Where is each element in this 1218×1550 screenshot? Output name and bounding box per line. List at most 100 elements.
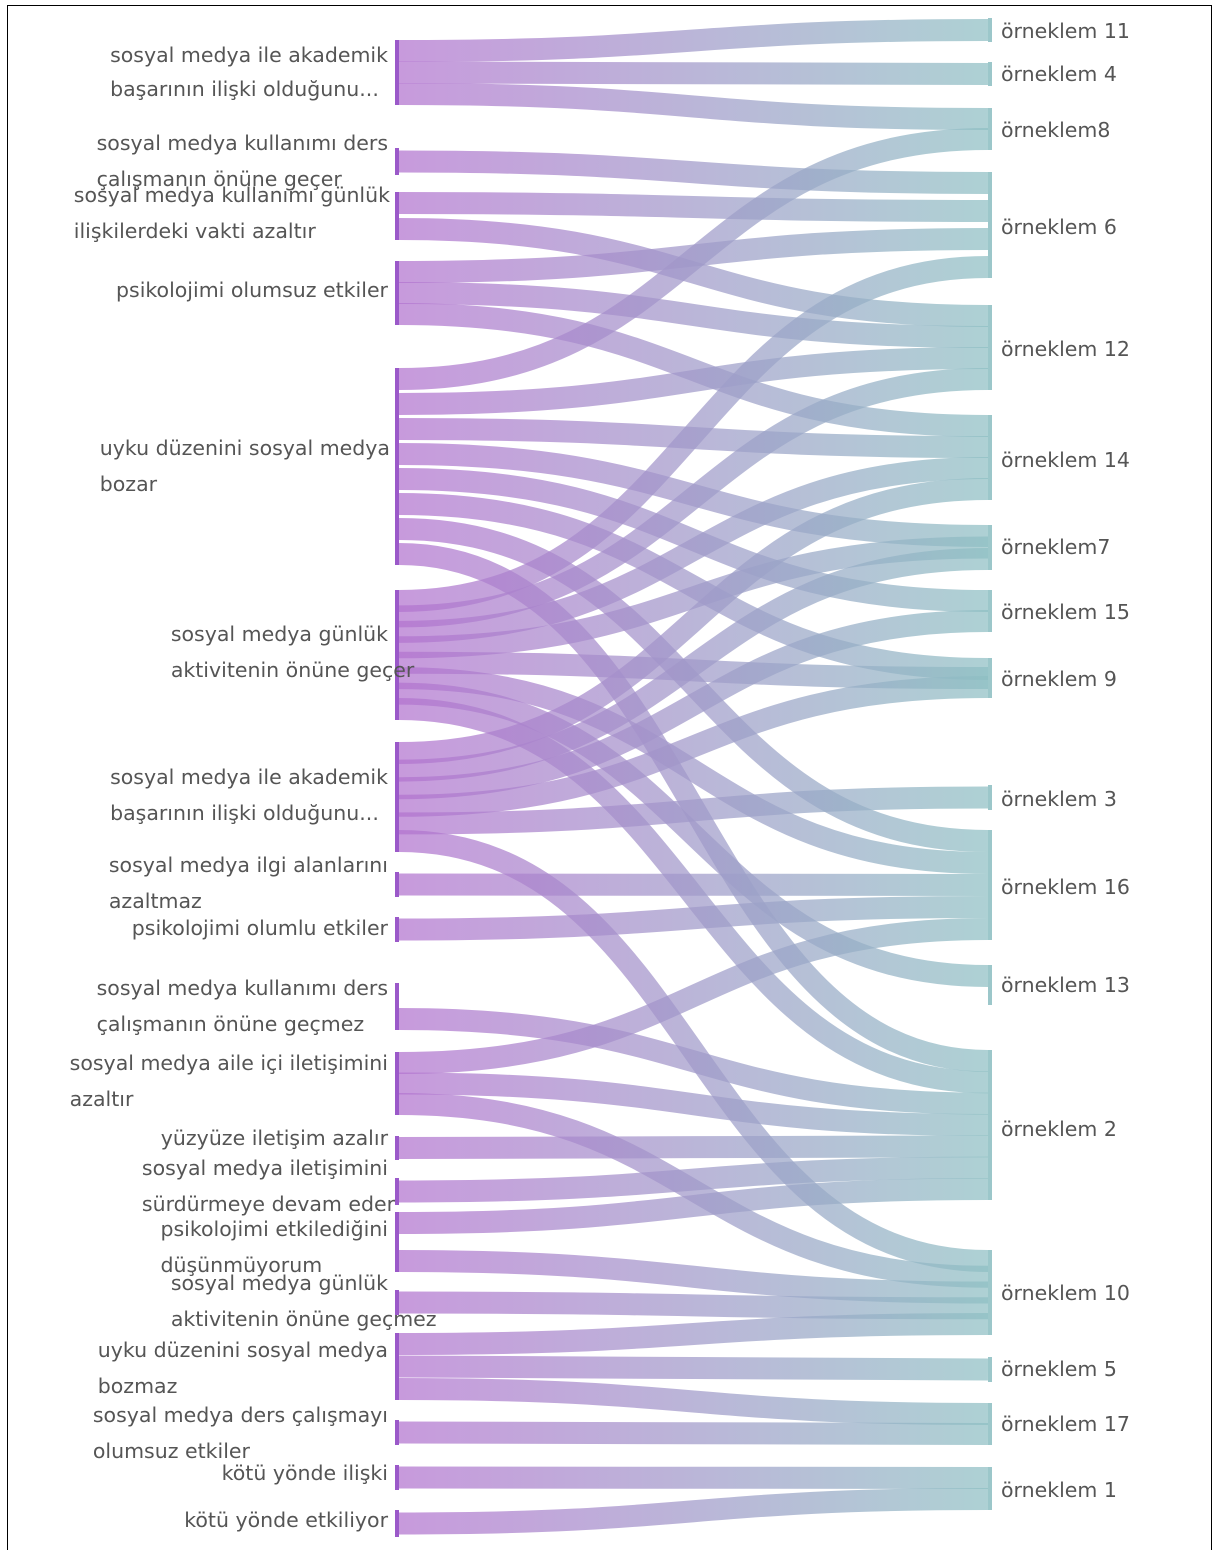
source-node-s18[interactable] <box>395 1465 399 1490</box>
target-label-t5: örneklem 5 <box>1001 1357 1117 1381</box>
target-label-t15: örneklem 15 <box>1001 600 1130 624</box>
target-node-t16[interactable] <box>988 830 992 940</box>
target-node-t6[interactable] <box>988 172 992 278</box>
link-s14-t10[interactable] <box>398 1250 989 1304</box>
source-node-s14[interactable] <box>395 1212 399 1272</box>
source-node-s13[interactable] <box>395 1178 399 1205</box>
link-s17-t17[interactable] <box>398 1421 989 1445</box>
source-node-s8[interactable] <box>395 872 399 897</box>
source-label-s2-line-1: sosyal medya kullanımı ders <box>97 131 388 155</box>
link-s16-t5[interactable] <box>398 1355 989 1381</box>
target-node-t3[interactable] <box>988 785 992 810</box>
link-s12-t2[interactable] <box>398 1135 989 1159</box>
source-label-s16-line-1: uyku düzenini sosyal medya <box>98 1338 388 1362</box>
source-label-s8-line-1: sosyal medya ilgi alanlarını <box>109 853 388 877</box>
source-node-s3[interactable] <box>395 192 399 240</box>
source-label-s17-line-1: sosyal medya ders çalışmayı <box>93 1403 388 1427</box>
link-s5-t8[interactable] <box>398 128 989 390</box>
source-label-s14-line-2: düşünmüyorum <box>160 1253 322 1277</box>
source-node-s9[interactable] <box>395 917 399 942</box>
link-s6-t12[interactable] <box>398 368 989 628</box>
link-s19-t1[interactable] <box>398 1488 989 1535</box>
link-s11-t16[interactable] <box>398 918 989 1074</box>
link-s1-t11[interactable] <box>398 19 989 62</box>
source-label-s8-line-2: azaltmaz <box>109 889 202 913</box>
target-node-t13[interactable] <box>988 965 992 1005</box>
link-s1-t4[interactable] <box>398 61 989 85</box>
link-s3-t6[interactable] <box>398 192 989 222</box>
links-layer <box>398 19 989 1535</box>
link-s6-t7[interactable] <box>398 536 989 659</box>
link-s10-t2[interactable] <box>398 1008 989 1115</box>
source-node-s5[interactable] <box>395 368 399 565</box>
source-node-s17[interactable] <box>395 1420 399 1445</box>
source-node-s7[interactable] <box>395 742 399 852</box>
target-node-t15[interactable] <box>988 590 992 632</box>
target-label-t2: örneklem 2 <box>1001 1117 1117 1141</box>
target-node-t12[interactable] <box>988 305 992 390</box>
source-label-s9-line-1: psikolojimi olumlu etkiler <box>132 916 389 940</box>
source-node-s6[interactable] <box>395 590 399 720</box>
link-s7-t14[interactable] <box>398 478 989 764</box>
source-node-s12[interactable] <box>395 1136 399 1160</box>
target-nodes: örneklem 11 örneklem 4 örneklem8 örneklem 6… <box>988 18 1130 1510</box>
link-s8-t16[interactable] <box>398 873 989 896</box>
target-label-t10: örneklem 10 <box>1001 1281 1130 1305</box>
source-label-s15-line-2: aktivitenin önüne geçmez <box>171 1307 437 1331</box>
source-node-s4[interactable] <box>395 261 399 325</box>
link-s13-t2[interactable] <box>398 1156 989 1203</box>
target-node-t1[interactable] <box>988 1467 992 1510</box>
link-s15-t10[interactable] <box>398 1291 989 1320</box>
link-s6-t6[interactable] <box>398 256 989 612</box>
target-node-t17[interactable] <box>988 1403 992 1445</box>
source-label-s5-line-1: uyku düzenini sosyal medya <box>100 436 390 460</box>
source-label-s13-line-2: sürdürmeye devam eder <box>142 1192 396 1216</box>
source-label-s6-line-2: aktivitenin önüne geçer <box>171 658 415 682</box>
target-node-t9[interactable] <box>988 658 992 698</box>
link-s16-t10[interactable] <box>398 1313 989 1355</box>
source-label-s11-line-1: sosyal medya aile içi iletişimini <box>70 1051 388 1075</box>
link-s11-t2[interactable] <box>398 1072 989 1136</box>
target-label-t12: örneklem 12 <box>1001 337 1130 361</box>
link-s1-t8[interactable] <box>398 83 989 130</box>
link-s4-t12[interactable] <box>398 282 989 348</box>
target-label-t6: örneklem 6 <box>1001 215 1117 239</box>
link-s14-t2[interactable] <box>398 1178 989 1234</box>
target-node-t7[interactable] <box>988 525 992 570</box>
target-label-t1: örneklem 1 <box>1001 1478 1117 1502</box>
source-node-s15[interactable] <box>395 1290 399 1315</box>
target-label-t3: örneklem 3 <box>1001 787 1117 811</box>
link-s9-t16[interactable] <box>398 896 989 941</box>
target-node-t11[interactable] <box>988 18 992 42</box>
link-s5-t12[interactable] <box>398 347 989 415</box>
link-s18-t1[interactable] <box>398 1466 989 1489</box>
link-s6-t13[interactable] <box>398 682 989 987</box>
target-node-t5[interactable] <box>988 1357 992 1382</box>
link-s7-t3[interactable] <box>398 786 989 835</box>
source-node-s10[interactable] <box>395 983 399 1030</box>
link-s6-t14[interactable] <box>398 457 989 643</box>
link-s2-t6[interactable] <box>398 150 989 194</box>
source-node-s16[interactable] <box>395 1333 399 1400</box>
target-node-t4[interactable] <box>988 62 992 86</box>
source-label-s5-line-2: bozar <box>100 472 158 496</box>
target-label-t9: örneklem 9 <box>1001 667 1117 691</box>
target-node-t8[interactable] <box>988 108 992 150</box>
source-node-s1[interactable] <box>395 40 399 105</box>
target-node-t14[interactable] <box>988 415 992 500</box>
target-node-t10[interactable] <box>988 1250 992 1335</box>
target-node-t2[interactable] <box>988 1050 992 1200</box>
target-label-t17: örneklem 17 <box>1001 1412 1130 1436</box>
source-node-s19[interactable] <box>395 1510 399 1537</box>
source-node-s2[interactable] <box>395 148 399 175</box>
link-s7-t15[interactable] <box>398 610 989 800</box>
source-label-s19-line-1: kötü yönde etkiliyor <box>184 1508 388 1532</box>
source-node-s11[interactable] <box>395 1052 399 1115</box>
link-s7-t7[interactable] <box>398 548 989 782</box>
source-label-s7-line-1: sosyal medya ile akademik <box>110 765 388 789</box>
link-s16-t17[interactable] <box>398 1378 989 1425</box>
source-label-s10-line-1: sosyal medya kullanımı ders <box>97 976 388 1000</box>
link-s7-t9[interactable] <box>398 676 989 817</box>
link-s6-t16[interactable] <box>398 667 989 874</box>
link-s5-t16[interactable] <box>398 518 989 852</box>
